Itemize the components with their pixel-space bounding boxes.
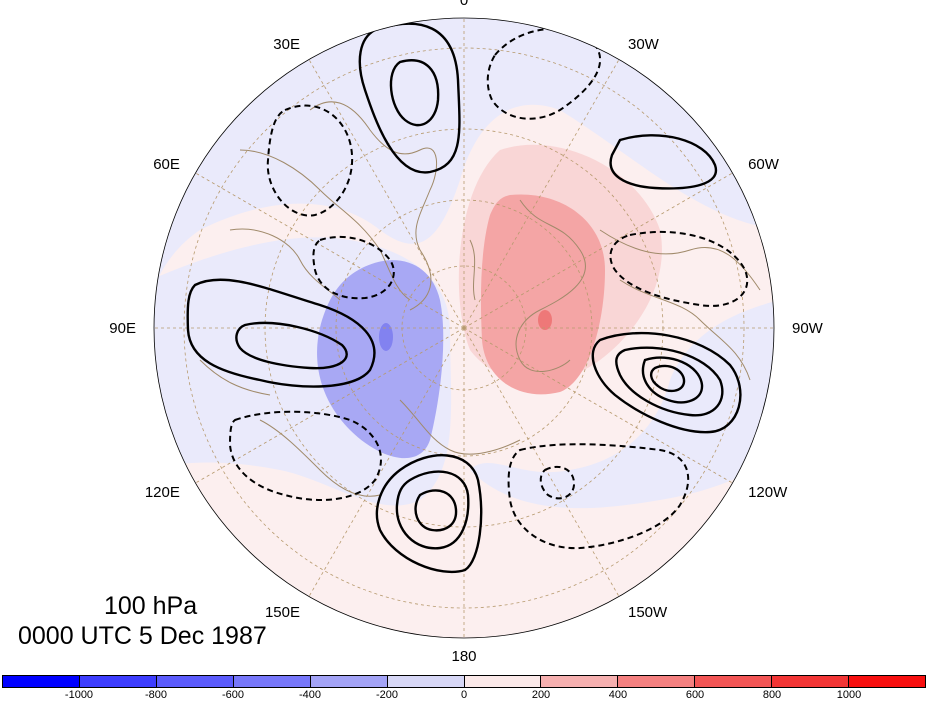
colorbar-label: 400: [608, 689, 628, 701]
positive-contours: [186, 22, 742, 574]
map-disk: [154, 18, 774, 638]
colorbar-cell: [464, 676, 542, 687]
contour-europe-outer: [358, 22, 461, 174]
colorbar-cell: [310, 676, 388, 687]
negative-contours: [228, 28, 749, 550]
longitude-label: 90W: [792, 320, 824, 337]
longitude-label: 180: [451, 648, 476, 665]
contour-namerica-outer: [591, 331, 742, 434]
contour-asia-outer: [186, 278, 376, 388]
negative-anomaly-region-lower-right: [470, 300, 774, 509]
colorbar-cell: [772, 676, 850, 687]
colorbar-cell: [79, 676, 157, 687]
contour-aleutian-negative: [507, 443, 690, 550]
contour-eastasia-negative: [228, 410, 382, 501]
contour-atlantic-negative: [486, 28, 601, 120]
contour-aleutian-inner-negative: [539, 465, 576, 500]
longitude-label: 60E: [153, 156, 180, 173]
valid-time-title: 0000 UTC 5 Dec 1987: [18, 622, 267, 650]
longitude-label: 90E: [109, 320, 136, 337]
contour-asia-inner: [235, 321, 348, 370]
colorbar-cell: [387, 676, 465, 687]
colorbar: [2, 675, 926, 688]
colorbar-label: 1000: [836, 689, 862, 701]
colorbar-cell: [849, 676, 926, 687]
colorbar-label: 200: [531, 689, 551, 701]
longitude-label: 0: [460, 0, 468, 9]
longitude-labels: 0 30W 60W 90W 120W 150W 180 150E 120E 90E 60E 30E: [109, 0, 823, 665]
colorbar-cell: [3, 676, 80, 687]
graticule: [154, 18, 774, 638]
colorbar-label: -1000: [64, 689, 94, 701]
contour-pacific-inner: [414, 489, 458, 532]
colorbar-cell: [233, 676, 311, 687]
colorbar-label: 800: [762, 689, 782, 701]
longitude-label: 120W: [748, 484, 788, 501]
longitude-label: 150E: [265, 604, 300, 621]
negative-anomaly-core: [379, 323, 393, 351]
colorbar-label: 600: [685, 689, 705, 701]
contour-namerica-mid: [615, 346, 724, 417]
longitude-label: 150W: [628, 604, 668, 621]
contour-canada-negative: [609, 231, 749, 307]
longitude-label: 60W: [748, 156, 780, 173]
contour-pacific-outer: [375, 454, 483, 574]
longitude-label: 120E: [145, 484, 180, 501]
contour-europe-inner: [389, 59, 440, 127]
colorbar-labels: -1000 -800 -600 -400 -200 0 200 400 600 800 1000: [2, 689, 926, 701]
contour-atlantic: [609, 134, 718, 190]
colorbar-label: -600: [221, 689, 245, 701]
pressure-level-title: 100 hPa: [104, 592, 198, 620]
contour-pacific-mid: [395, 470, 470, 550]
map-border: [153, 17, 775, 639]
colorbar-cell: [695, 676, 773, 687]
negative-anomaly-region-upper: [154, 18, 774, 300]
longitude-label: 30E: [273, 36, 300, 53]
colorbar-cell: [618, 676, 696, 687]
colorbar-label: -800: [144, 689, 167, 701]
contour-namerica-core: [650, 364, 686, 393]
colorbar-cell: [541, 676, 619, 687]
contour-namerica-inner: [641, 356, 704, 404]
colorbar-label: -400: [298, 689, 321, 701]
contour-siberia-negative: [312, 236, 395, 300]
colorbar-label: -200: [375, 689, 399, 701]
positive-anomaly-core: [538, 310, 552, 330]
longitude-label: 30W: [628, 36, 660, 53]
colorbar-cell: [156, 676, 234, 687]
colorbar-label: 0: [460, 689, 468, 701]
